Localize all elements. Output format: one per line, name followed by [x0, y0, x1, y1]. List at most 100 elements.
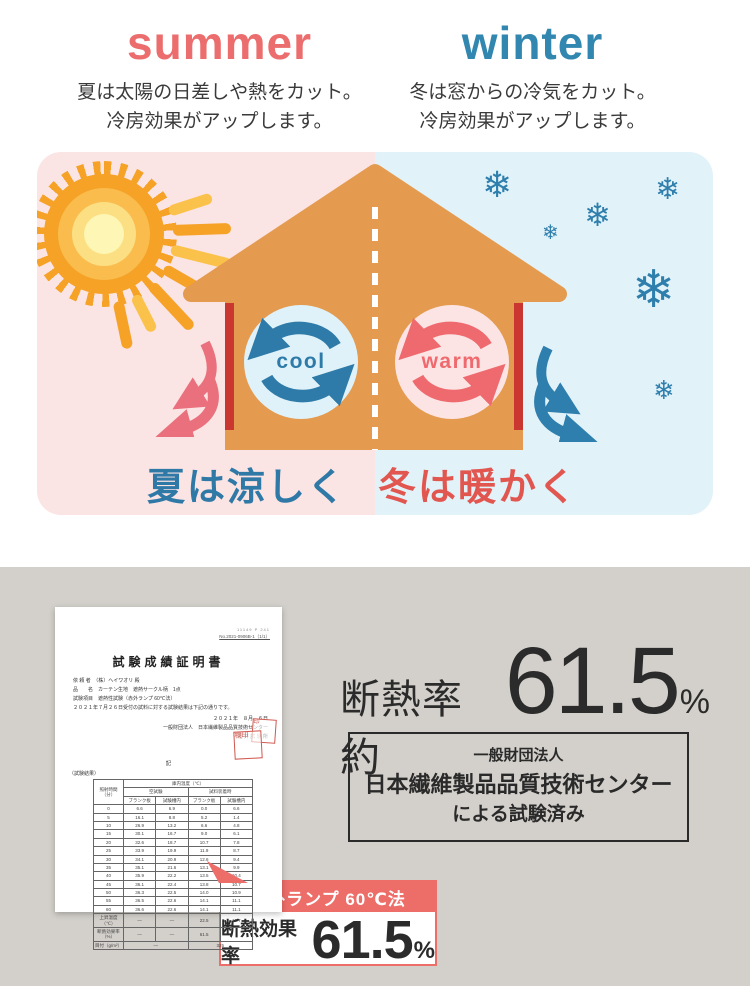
- table-cell: 16.1: [122, 812, 157, 822]
- curtain-left: [225, 303, 234, 430]
- table-cell: 5.2: [187, 812, 221, 822]
- certificate-note: 記: [165, 761, 172, 767]
- table-cell: 11.9: [187, 846, 221, 856]
- table-cell: 10.7: [187, 837, 221, 848]
- table-cell: 22.6: [155, 904, 189, 915]
- table-cell: 22.5: [187, 913, 221, 929]
- table-cell: 32.6: [122, 837, 157, 848]
- test-result-section: 赤外ランプ 60℃法 断熱効果率 61.5 % 11149 P 241 No.2…: [0, 567, 750, 986]
- red-seal-stamp: 検印: [233, 730, 263, 760]
- table-cell: 11.1: [219, 896, 254, 906]
- season-header: summer 夏は太陽の日差しや熱をカット。 冷房効果がアップします。 wint…: [0, 0, 750, 152]
- table-cell: 目付（g/m²）: [93, 940, 124, 951]
- divider-dashed-line: [372, 207, 378, 450]
- certificate-result-label: （試験結果）: [69, 771, 100, 777]
- snowflake-icon: ❄: [542, 222, 559, 244]
- callout-body: 断熱効果率 61.5 %: [221, 912, 435, 967]
- table-row: 15 30.1 16.7 9.0 6.1: [93, 829, 254, 839]
- warm-air-badge: warm: [395, 305, 509, 419]
- table-cell: 20: [93, 837, 124, 848]
- certificate-info: 依 頼 者 （株）ヘイワオリ 殿 品 名 カーテン生地 遮熱サークル柄 1点 試…: [73, 677, 263, 713]
- table-cell: 上昇温度（℃）: [93, 913, 124, 929]
- table-row: 5 16.1 8.8 5.2 1.4: [93, 812, 254, 822]
- table-cell: 325: [187, 940, 253, 951]
- callout-pointer-icon: [207, 861, 248, 883]
- rate-prefix: 断熱率約: [340, 678, 463, 780]
- callout-unit: %: [413, 937, 435, 964]
- winter-caption: 冬は暖かく: [377, 467, 578, 509]
- heat-bounce-arrows-icon: [155, 340, 219, 437]
- table-cell: 35.1: [122, 862, 157, 873]
- winter-description-line1: 冬は窓からの冷気をカット。: [409, 82, 656, 103]
- table-cell: 1.4: [219, 812, 254, 822]
- table-header-time: 照射時間（分）: [93, 778, 124, 806]
- table-cell: 6.1: [219, 829, 254, 839]
- table-row: 55 36.5 22.6 14.1 11.1: [93, 896, 254, 906]
- table-cell: 36.5: [122, 896, 157, 906]
- insulation-callout: 赤外ランプ 60℃法 断熱効果率 61.5 %: [219, 880, 437, 967]
- table-cell: ―: [155, 927, 189, 942]
- test-certificate-document: 11149 P 241 No.2021-0906B-1（1/1） 試験成績証明書…: [55, 607, 282, 951]
- snowflake-icon: ❄: [653, 375, 675, 405]
- table-cell: 10.9: [219, 888, 254, 898]
- testing-org-box: 一般財団法人 日本繊維製品品質技術センター による試験済み: [348, 732, 689, 842]
- table-cell: 6.6: [187, 820, 221, 831]
- certificate-ref-line2: No.2021-0906B-1（1/1）: [219, 634, 270, 639]
- cold-bounce-arrows-icon: [534, 345, 598, 442]
- cool-air-badge: cool: [244, 305, 358, 419]
- table-cell: 19.9: [155, 846, 189, 856]
- rate-unit: %: [679, 683, 710, 721]
- summer-header-block: summer 夏は太陽の日差しや熱をカット。 冷房効果がアップします。: [32, 0, 407, 152]
- table-cell: 8.8: [155, 812, 189, 822]
- table-row: 断熱効果率（%） ― ― 61.5: [93, 927, 254, 942]
- cool-cycle-arrows-icon: [247, 317, 355, 407]
- table-cell: 40: [93, 871, 124, 881]
- summer-description-line2: 冷房効果がアップします。: [106, 111, 333, 133]
- org-tested-note: による試験済み: [452, 803, 585, 825]
- table-row: 60 36.6 22.6 14.1 11.1: [93, 904, 254, 915]
- table-cell: 30.1: [122, 829, 157, 839]
- table-cell: 14.1: [187, 904, 221, 915]
- table-group-header: 空試験: [123, 787, 189, 797]
- curtain-right: [514, 303, 523, 430]
- table-cell: 6.6: [219, 804, 254, 814]
- table-cell: 6.6: [122, 804, 157, 814]
- table-cell: 18.7: [155, 837, 189, 848]
- insulation-rate-headline: 断熱率約 61.5 %: [340, 628, 710, 783]
- table-cell: 10: [93, 820, 124, 831]
- table-cell: 11.1: [219, 904, 254, 915]
- table-cell: 61.5: [187, 927, 221, 942]
- table-cell: ―: [123, 940, 189, 951]
- table-cell: 14.1: [187, 896, 221, 906]
- table-cell: 4.8: [219, 820, 254, 831]
- summer-description: 夏は太陽の日差しや熱をカット。 冷房効果がアップします。: [32, 78, 407, 137]
- table-header-temp: 庫内温度（℃）: [123, 778, 253, 789]
- snowflake-icon: ❄: [584, 197, 611, 233]
- summer-caption: 夏は涼しく: [146, 467, 347, 509]
- table-cell: 22.4: [155, 879, 189, 890]
- table-cell: 55: [93, 896, 124, 906]
- table-cell: 50: [93, 888, 124, 898]
- table-cell: 34.1: [122, 854, 157, 864]
- snowflake-icon: ❄: [482, 164, 513, 205]
- table-cell: 15: [93, 829, 124, 839]
- sun-icon: [37, 161, 177, 307]
- table-row: 上昇温度（℃） ― ― 22.5 11.7: [93, 913, 254, 929]
- rate-value: 61.5: [504, 628, 681, 734]
- table-cell: 7.8: [219, 837, 254, 848]
- table-cell: 60: [93, 904, 124, 915]
- table-cell: 26.9: [122, 820, 157, 831]
- table-group-header: 試料装着時: [187, 787, 253, 797]
- certificate-data-table: 照射時間（分） 庫内温度（℃） 空試験 試料装着時 ブランク板 試験槽内 ブラン…: [93, 778, 254, 951]
- winter-description: 冬は窓からの冷気をカット。 冷房効果がアップします。: [345, 78, 720, 137]
- table-cell: 35.9: [122, 871, 157, 881]
- table-row: 25 33.9 19.9 11.9 8.7: [93, 846, 254, 856]
- winter-description-line2: 冷房効果がアップします。: [419, 111, 646, 133]
- table-cell: 36.1: [122, 879, 157, 890]
- table-cell: 5: [93, 812, 124, 822]
- table-sub-header: 試験槽内: [219, 795, 254, 806]
- org-type: 一般財団法人: [473, 747, 564, 764]
- certificate-info-line: 依 頼 者 （株）ヘイワオリ 殿: [73, 678, 140, 684]
- table-cell: 22.5: [155, 888, 189, 898]
